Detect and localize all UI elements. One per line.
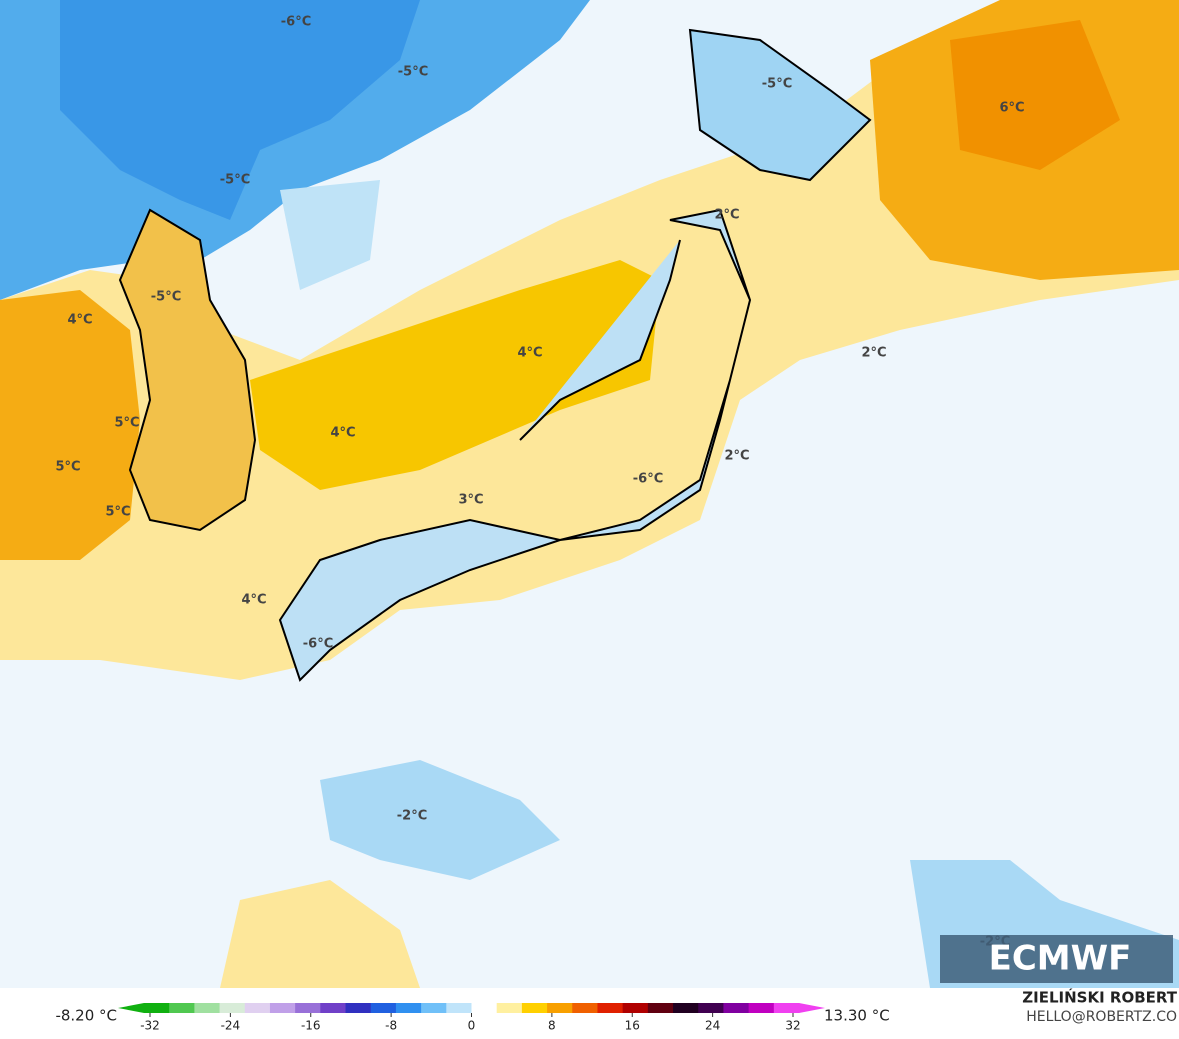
map-label: -6°C: [633, 472, 663, 487]
colorbar-cell: [723, 1003, 750, 1013]
colorbar-cell: [597, 1003, 624, 1013]
colorbar-cell: [446, 1003, 472, 1013]
warm-band: [250, 260, 660, 490]
colorbar-cell: [370, 1003, 397, 1013]
logo-box: [940, 935, 1173, 983]
colorbar-cell: [219, 1003, 246, 1013]
map-label: 5°C: [55, 460, 80, 475]
map-label: -6°C: [281, 15, 311, 30]
credit-author: ZIELIŃSKI ROBERT: [1022, 988, 1177, 1007]
colorbar-cell: [647, 1003, 674, 1013]
colorbar-cell: [421, 1003, 447, 1013]
colorbar-end: [118, 1003, 144, 1013]
map-label: 5°C: [114, 416, 139, 431]
cool-patch: [280, 180, 380, 290]
colorbar-cell: [169, 1003, 195, 1013]
credit-contact: HELLO@ROBERTZ.CO: [1026, 1009, 1177, 1025]
map-label: 4°C: [241, 593, 266, 608]
colorbar-tick-label: 0: [468, 1019, 476, 1033]
colorbar-cell: [547, 1003, 573, 1013]
map-label: 2°C: [861, 346, 886, 361]
colorbar-cell: [345, 1003, 372, 1013]
colorbar-cell: [496, 1003, 523, 1013]
korea-land: [118, 208, 257, 532]
colorbar-cell: [622, 1003, 649, 1013]
colorbar-cell: [144, 1003, 170, 1013]
colorbar-cell: [673, 1003, 699, 1013]
colorbar-tick-label: -24: [221, 1019, 241, 1033]
map-label: 2°C: [724, 449, 749, 464]
hokkaido-land: [688, 28, 872, 182]
colorbar-cell: [395, 1003, 422, 1013]
colorbar-cell: [572, 1003, 598, 1013]
colorbar-max: 13.30 °C: [824, 1007, 890, 1025]
map-label: 4°C: [330, 426, 355, 441]
colorbar: -32 -24 -16 -8 0 8 16 24 32: [118, 1003, 825, 1033]
map-label: 2°C: [714, 208, 739, 223]
colorbar-tick-label: 8: [548, 1019, 556, 1033]
colorbar-cell: [521, 1003, 548, 1013]
colorbar-tick-label: -16: [301, 1019, 321, 1033]
colorbar-cell: [295, 1003, 321, 1013]
cold-core: [60, 0, 420, 220]
colorbar-cell: [320, 1003, 347, 1013]
map-label: 6°C: [999, 101, 1024, 116]
colorbar-cell: [773, 1003, 800, 1013]
colorbar-tick-label: -32: [140, 1019, 160, 1033]
map-label: 4°C: [67, 313, 92, 328]
colorbar-tick-label: 24: [705, 1019, 720, 1033]
map-label: -2°C: [397, 809, 427, 824]
colorbar-cell: [244, 1003, 271, 1013]
map-label: -5°C: [762, 77, 792, 92]
map-label: 5°C: [105, 505, 130, 520]
colorbar-tick-label: 16: [625, 1019, 640, 1033]
colorbar-cell: [471, 1003, 498, 1013]
colorbar-cell: [269, 1003, 296, 1013]
map-label: -6°C: [303, 637, 333, 652]
colorbar-min: -8.20 °C: [55, 1007, 117, 1025]
colorbar-cell: [748, 1003, 775, 1013]
colorbar-cell: [194, 1003, 221, 1013]
warm-core-east-inner: [950, 20, 1120, 170]
cool-patch-south: [320, 760, 560, 880]
map-label: -5°C: [220, 173, 250, 188]
warm-core-west: [0, 290, 140, 560]
warm-patch-south: [220, 880, 420, 988]
honshu-land: [278, 208, 752, 682]
colorbar-tick-label: 32: [785, 1019, 800, 1033]
map-label: 4°C: [517, 346, 542, 361]
colorbar-end: [799, 1003, 825, 1013]
map-label: -5°C: [151, 290, 181, 305]
colorbar-cell: [698, 1003, 724, 1013]
colorbar-tick-label: -8: [385, 1019, 397, 1033]
map-label: -5°C: [398, 65, 428, 80]
map-label: 3°C: [458, 493, 483, 508]
logo-text: ECMWF: [989, 939, 1132, 979]
map-field: [0, 0, 1179, 988]
